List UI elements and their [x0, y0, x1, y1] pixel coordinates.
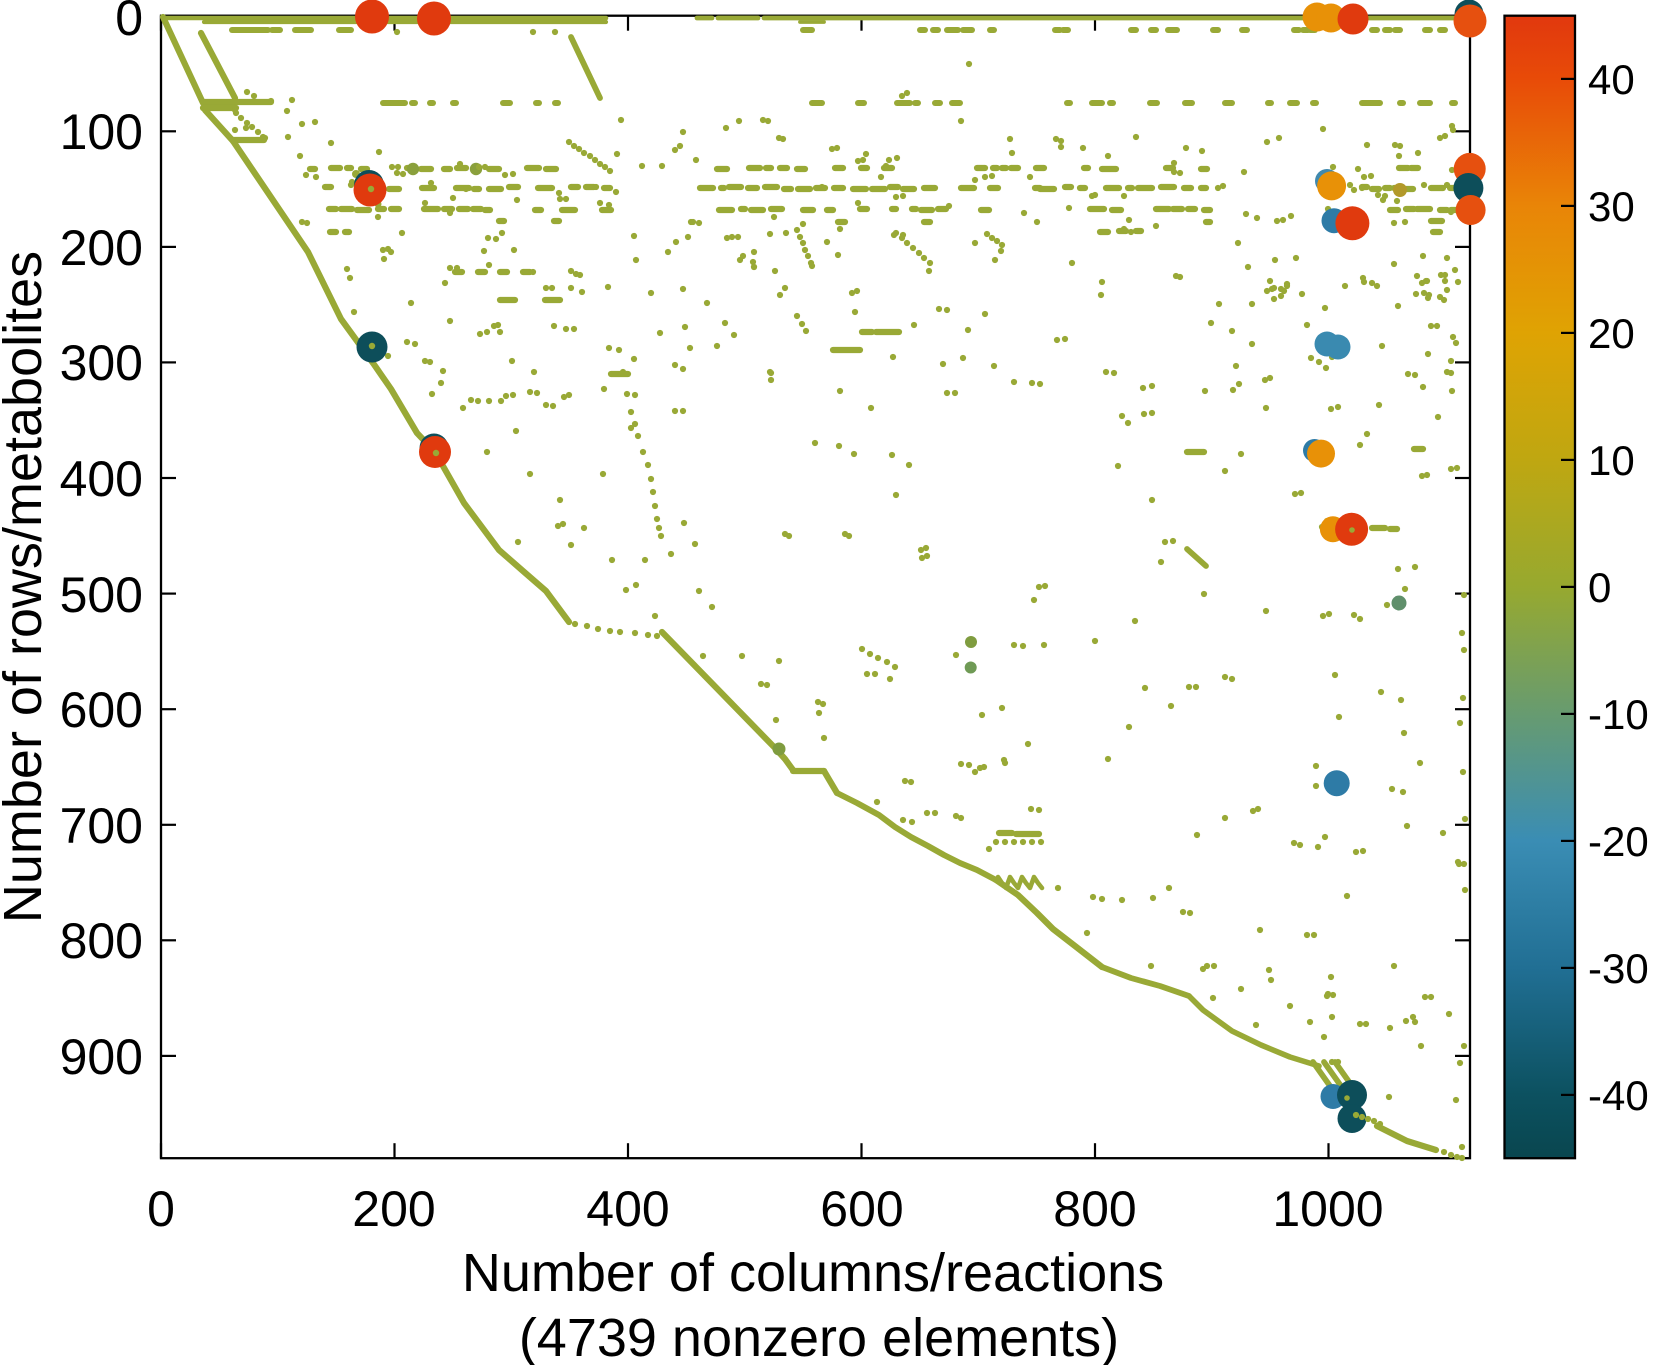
svg-text:Number of rows/metabolites: Number of rows/metabolites: [0, 251, 53, 923]
svg-text:1000: 1000: [1272, 1181, 1383, 1237]
svg-text:700: 700: [60, 798, 143, 854]
svg-text:-30: -30: [1588, 945, 1649, 992]
svg-text:0: 0: [1588, 564, 1611, 611]
svg-text:20: 20: [1588, 310, 1635, 357]
svg-text:200: 200: [60, 220, 143, 276]
svg-text:800: 800: [1053, 1181, 1136, 1237]
svg-text:600: 600: [820, 1181, 903, 1237]
svg-text:100: 100: [60, 104, 143, 160]
svg-text:300: 300: [60, 335, 143, 391]
svg-text:Number of columns/reactions: Number of columns/reactions: [462, 1243, 1164, 1303]
svg-text:-10: -10: [1588, 691, 1649, 738]
svg-text:400: 400: [586, 1181, 669, 1237]
svg-text:0: 0: [147, 1181, 175, 1237]
svg-text:-20: -20: [1588, 818, 1649, 865]
svg-text:-40: -40: [1588, 1072, 1649, 1119]
svg-text:0: 0: [115, 0, 143, 46]
svg-text:30: 30: [1588, 183, 1635, 230]
svg-text:600: 600: [60, 682, 143, 738]
svg-text:400: 400: [60, 451, 143, 507]
svg-text:40: 40: [1588, 56, 1635, 103]
svg-text:500: 500: [60, 567, 143, 623]
svg-text:200: 200: [352, 1181, 435, 1237]
svg-text:900: 900: [60, 1029, 143, 1085]
svg-text:(4739 nonzero elements): (4739 nonzero elements): [519, 1308, 1119, 1365]
svg-text:800: 800: [60, 913, 143, 969]
svg-text:10: 10: [1588, 437, 1635, 484]
